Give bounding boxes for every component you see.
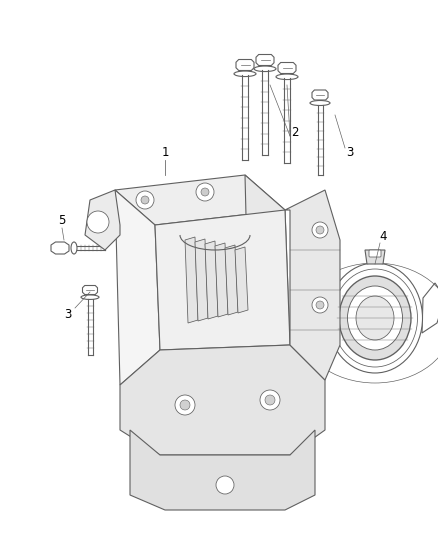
Circle shape <box>141 196 149 204</box>
Ellipse shape <box>310 101 330 106</box>
Polygon shape <box>115 175 285 225</box>
Ellipse shape <box>356 296 394 340</box>
Ellipse shape <box>234 71 256 77</box>
Polygon shape <box>256 54 274 66</box>
Circle shape <box>260 390 280 410</box>
Circle shape <box>316 301 324 309</box>
Ellipse shape <box>81 295 99 300</box>
Polygon shape <box>51 242 69 254</box>
Circle shape <box>312 222 328 238</box>
Text: 2: 2 <box>291 125 299 139</box>
Polygon shape <box>185 237 198 323</box>
Text: 5: 5 <box>58 214 66 227</box>
Polygon shape <box>130 430 315 510</box>
Text: 3: 3 <box>346 147 354 159</box>
Polygon shape <box>205 241 218 319</box>
Text: 3: 3 <box>64 309 72 321</box>
Polygon shape <box>235 247 248 313</box>
Ellipse shape <box>328 263 423 373</box>
Circle shape <box>180 400 190 410</box>
Polygon shape <box>312 90 328 100</box>
Polygon shape <box>195 239 208 321</box>
Circle shape <box>201 188 209 196</box>
Circle shape <box>316 226 324 234</box>
Text: 4: 4 <box>379 230 387 243</box>
Circle shape <box>136 191 154 209</box>
Circle shape <box>87 211 109 233</box>
Polygon shape <box>85 190 120 250</box>
Ellipse shape <box>339 276 411 360</box>
Polygon shape <box>365 250 385 264</box>
Polygon shape <box>305 283 328 333</box>
Polygon shape <box>285 190 340 380</box>
Polygon shape <box>115 190 160 385</box>
Circle shape <box>216 476 234 494</box>
Circle shape <box>196 183 214 201</box>
Polygon shape <box>225 245 238 315</box>
Polygon shape <box>422 283 438 333</box>
Ellipse shape <box>71 242 77 254</box>
Polygon shape <box>155 210 290 350</box>
Ellipse shape <box>332 269 417 367</box>
Text: 1: 1 <box>161 146 169 158</box>
Ellipse shape <box>347 286 403 350</box>
Circle shape <box>175 395 195 415</box>
Circle shape <box>265 395 275 405</box>
Polygon shape <box>278 62 296 74</box>
Ellipse shape <box>276 74 298 79</box>
FancyBboxPatch shape <box>369 250 381 257</box>
Polygon shape <box>215 243 228 317</box>
Polygon shape <box>236 60 254 70</box>
Polygon shape <box>120 345 325 455</box>
Ellipse shape <box>254 66 276 71</box>
Circle shape <box>312 297 328 313</box>
Polygon shape <box>82 286 98 295</box>
Polygon shape <box>245 175 290 380</box>
